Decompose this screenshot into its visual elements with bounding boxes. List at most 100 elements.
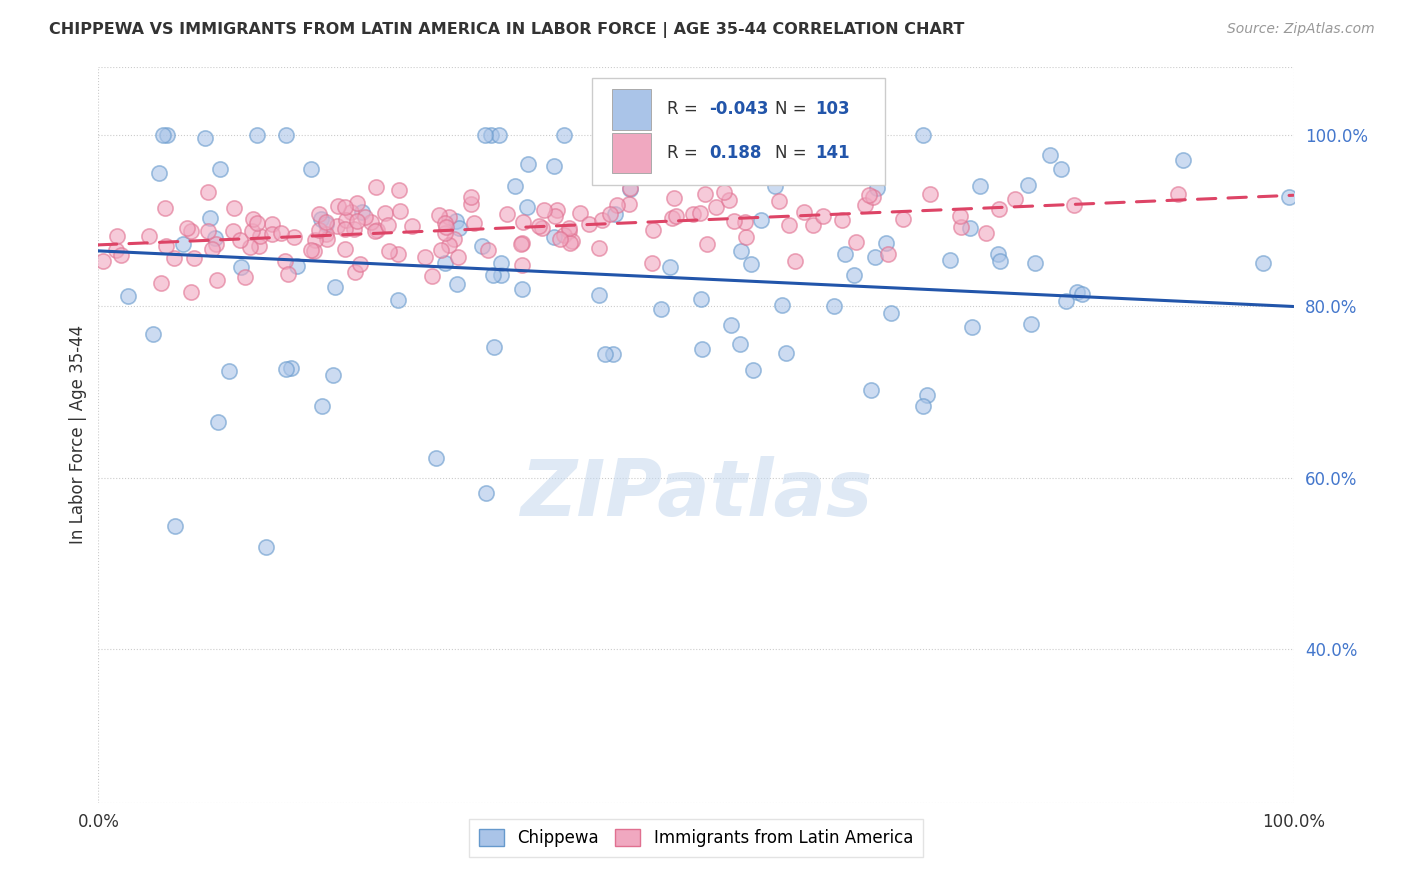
Point [641,222,664,236]
Point [343,222,366,236]
Text: -0.043: -0.043 [709,101,769,119]
Point [731,128,754,143]
Point [299,243,322,257]
Point [434,226,457,240]
Point [260,227,283,241]
Point [950,220,973,235]
Point [891,212,914,227]
Point [823,299,845,313]
Point [613,128,636,143]
Point [285,259,308,273]
Point [912,128,935,143]
Point [437,211,460,225]
Point [311,400,333,414]
Point [420,269,443,284]
Point [180,285,202,299]
Point [834,247,856,261]
Point [770,298,793,312]
Point [510,236,533,251]
Point [326,219,349,233]
Point [855,198,877,212]
Point [315,215,337,229]
Legend: Chippewa, Immigrants from Latin America: Chippewa, Immigrants from Latin America [468,819,924,857]
Point [859,384,882,398]
Point [516,201,538,215]
Point [880,306,903,320]
Point [939,253,962,268]
Point [156,128,179,143]
Point [163,251,186,265]
Point [477,244,499,258]
Point [270,226,292,240]
Point [460,197,482,211]
Point [988,202,1011,216]
Text: ZIPatlas: ZIPatlas [520,456,872,532]
Point [389,204,412,219]
Point [801,218,824,232]
Point [510,258,533,272]
Point [233,270,256,285]
Point [152,128,174,143]
Point [360,215,382,229]
Point [544,209,567,223]
Point [344,265,367,279]
Point [948,210,970,224]
Point [107,228,129,243]
Point [479,128,502,143]
Point [548,232,571,246]
Point [387,183,409,197]
Point [205,237,228,252]
Text: R =: R = [668,101,703,119]
Point [713,185,735,199]
Text: N =: N = [775,101,811,119]
Point [811,209,834,223]
Point [734,215,756,229]
Point [1167,187,1189,202]
Text: Source: ZipAtlas.com: Source: ZipAtlas.com [1227,22,1375,37]
FancyBboxPatch shape [592,78,884,185]
Point [425,450,447,465]
Point [740,257,762,271]
Point [641,256,664,270]
Point [831,212,853,227]
Point [723,213,745,227]
Point [352,205,374,219]
Point [249,228,271,243]
Point [427,208,450,222]
Point [546,203,568,218]
Point [1278,189,1301,203]
Point [366,180,388,194]
Point [1024,256,1046,270]
Point [730,244,752,258]
Point [304,233,326,247]
Text: R =: R = [668,145,709,162]
Point [91,253,114,268]
Point [315,227,337,241]
Point [246,216,269,230]
Point [766,128,789,143]
Point [434,220,457,235]
Point [689,292,711,306]
Point [665,210,688,224]
Point [599,207,621,221]
Point [204,230,226,244]
Point [335,213,357,227]
Point [489,268,512,282]
Point [605,207,627,221]
Point [447,221,470,235]
Text: 141: 141 [815,145,851,162]
Point [553,227,575,242]
Point [366,223,388,237]
Point [254,540,277,554]
Point [433,216,456,230]
Point [1017,178,1039,193]
Point [658,260,681,274]
Point [335,221,357,235]
Point [430,243,453,257]
Point [474,128,496,143]
Point [657,128,679,143]
Point [377,218,399,232]
Point [1019,317,1042,331]
Point [413,250,436,264]
Point [558,224,581,238]
